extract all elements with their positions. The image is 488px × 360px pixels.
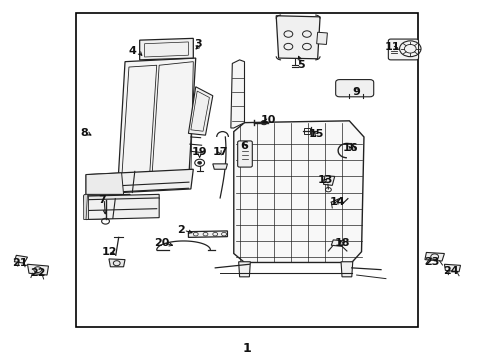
Text: 12: 12 — [102, 247, 118, 257]
Text: 2: 2 — [177, 225, 184, 235]
Polygon shape — [83, 194, 132, 220]
Polygon shape — [86, 198, 159, 220]
Circle shape — [261, 121, 266, 125]
Polygon shape — [188, 87, 212, 135]
Polygon shape — [109, 259, 125, 267]
Polygon shape — [424, 252, 444, 261]
Text: 22: 22 — [30, 268, 45, 278]
Text: 20: 20 — [154, 238, 169, 248]
FancyBboxPatch shape — [237, 141, 252, 167]
FancyBboxPatch shape — [387, 39, 418, 60]
Text: 7: 7 — [98, 195, 106, 205]
Polygon shape — [238, 262, 250, 277]
Polygon shape — [323, 176, 334, 185]
Text: 21: 21 — [12, 258, 28, 268]
Polygon shape — [276, 16, 320, 59]
Text: 8: 8 — [81, 129, 88, 138]
Bar — [76, 13, 417, 327]
Text: 10: 10 — [260, 115, 275, 125]
Polygon shape — [14, 255, 27, 263]
Text: 19: 19 — [191, 147, 207, 157]
Polygon shape — [233, 121, 363, 262]
Polygon shape — [444, 264, 460, 272]
Polygon shape — [340, 262, 352, 277]
Text: 3: 3 — [194, 39, 202, 49]
Polygon shape — [212, 164, 227, 169]
Polygon shape — [86, 169, 193, 194]
Polygon shape — [86, 194, 159, 202]
Text: 13: 13 — [317, 175, 332, 185]
Text: 24: 24 — [443, 266, 458, 276]
Polygon shape — [83, 194, 88, 220]
Polygon shape — [140, 39, 193, 60]
Text: 1: 1 — [242, 342, 251, 355]
Text: 5: 5 — [296, 60, 304, 70]
Polygon shape — [27, 264, 48, 275]
Text: 14: 14 — [328, 197, 344, 207]
Text: 15: 15 — [308, 129, 324, 139]
Text: 11: 11 — [384, 42, 400, 52]
Circle shape — [197, 161, 201, 164]
Polygon shape — [316, 32, 327, 44]
Text: 4: 4 — [128, 46, 136, 56]
Polygon shape — [86, 173, 123, 194]
Polygon shape — [188, 231, 227, 237]
Text: 23: 23 — [424, 257, 439, 267]
FancyBboxPatch shape — [335, 80, 373, 97]
Polygon shape — [118, 58, 195, 187]
Text: 18: 18 — [334, 238, 349, 248]
Text: 16: 16 — [342, 143, 358, 153]
Polygon shape — [83, 194, 87, 220]
Text: 17: 17 — [212, 147, 227, 157]
Text: 6: 6 — [240, 141, 248, 151]
Text: 9: 9 — [352, 87, 360, 97]
Polygon shape — [330, 240, 344, 246]
Polygon shape — [230, 60, 244, 128]
